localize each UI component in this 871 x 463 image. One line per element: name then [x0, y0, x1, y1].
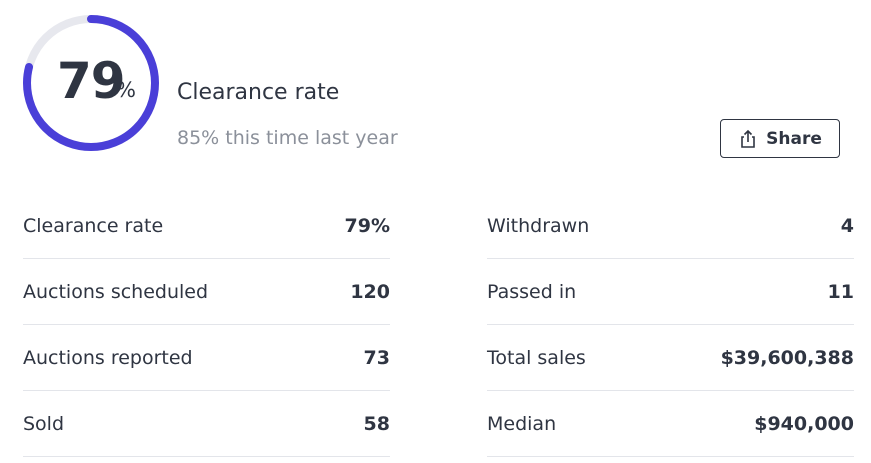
title: Clearance rate	[177, 80, 340, 105]
stat-label: Clearance rate	[23, 214, 164, 237]
gauge-value: 79	[57, 52, 126, 110]
stat-row: Clearance rate 79%	[23, 193, 390, 259]
stat-value: 58	[363, 412, 390, 435]
stat-row: Withdrawn 4	[487, 193, 854, 259]
gauge	[23, 15, 159, 151]
stat-label: Auctions reported	[23, 346, 193, 369]
stats-right: Withdrawn 4 Passed in 11 Total sales $39,600,…	[487, 193, 854, 457]
stat-row: Passed in 11	[487, 259, 854, 325]
stat-row: Auctions scheduled 120	[23, 259, 390, 325]
stat-label: Total sales	[487, 346, 586, 369]
stat-value: $940,000	[754, 412, 854, 435]
subtitle: 85% this time last year	[177, 127, 398, 149]
stat-value: 120	[350, 280, 390, 303]
stat-label: Passed in	[487, 280, 577, 303]
gauge-arc	[23, 15, 159, 151]
stats-left: Clearance rate 79% Auctions scheduled 120 Au…	[23, 193, 390, 457]
stat-row: Total sales $39,600,388	[487, 325, 854, 391]
stat-label: Median	[487, 412, 557, 435]
gauge-unit: %	[116, 78, 136, 102]
stat-value: 79%	[344, 214, 390, 237]
stat-label: Auctions scheduled	[23, 280, 209, 303]
stat-value: 73	[363, 346, 390, 369]
stat-value: 11	[827, 280, 854, 303]
stat-value: $39,600,388	[720, 346, 854, 369]
share-label: Share	[766, 128, 822, 149]
stat-row: Median $940,000	[487, 391, 854, 457]
stat-row: Auctions reported 73	[23, 325, 390, 391]
stat-label: Sold	[23, 412, 65, 435]
share-icon	[741, 129, 755, 148]
share-button[interactable]: Share	[720, 119, 840, 158]
stat-label: Withdrawn	[487, 214, 590, 237]
stat-row: Sold 58	[23, 391, 390, 457]
stat-value: 4	[840, 214, 854, 237]
